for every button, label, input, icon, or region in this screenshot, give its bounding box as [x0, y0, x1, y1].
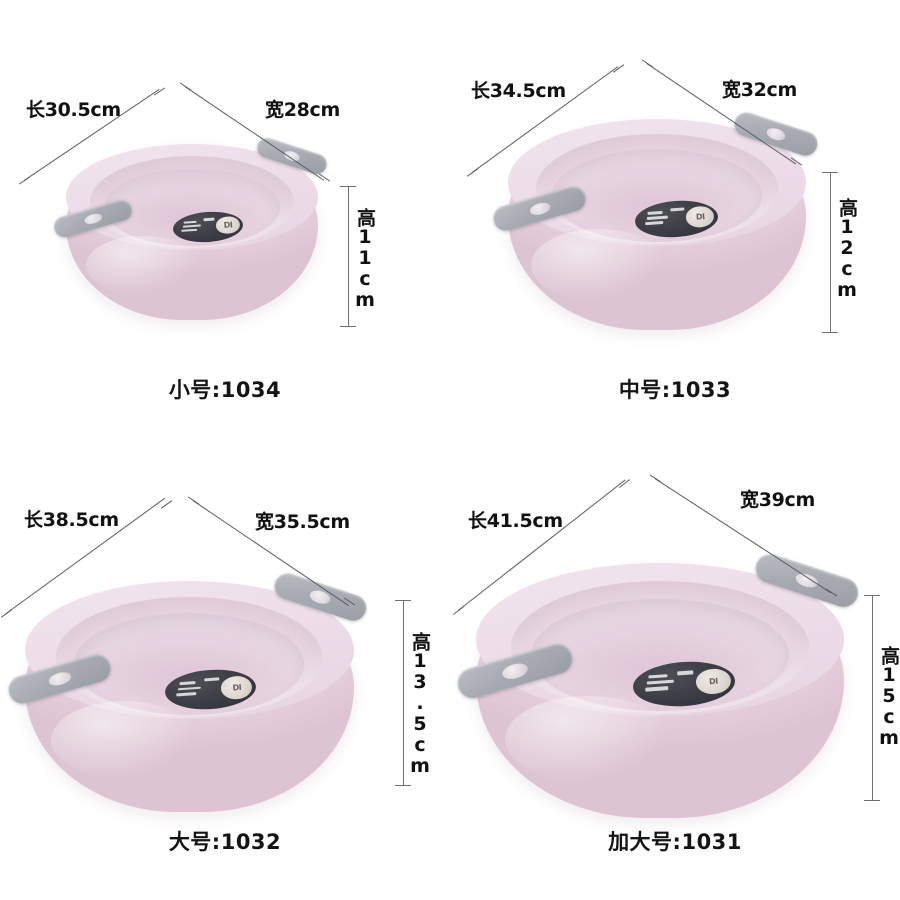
handle-dot-icon: [83, 211, 103, 226]
product-stage-small: DI 长30.5cm 宽28cm 高11cm 小号:1034: [0, 0, 450, 450]
dimension-label-width: 宽28cm: [265, 99, 341, 121]
handle-dot-icon: [500, 661, 530, 682]
dimension-cap: [453, 606, 464, 615]
dimension-cap: [822, 172, 838, 173]
dimension-cap: [0, 609, 13, 618]
sticker-badge: DI: [685, 205, 715, 229]
dimension-cap: [395, 600, 411, 601]
dimension-cap: [340, 186, 356, 187]
basin-image-large: DI: [0, 560, 381, 822]
dimension-line-height: [830, 172, 831, 332]
product-cell-extra-large: DI 长41.5cm 宽39cm 高15cm 加大号:1031: [442, 450, 900, 900]
product-caption-extra-large: 加大号:1031: [608, 830, 742, 854]
dimension-cap: [864, 800, 880, 801]
dimension-cap: [187, 496, 200, 505]
product-cell-large: DI 长38.5cm 宽35.5cm 高13.5cm 大号:1032: [0, 450, 450, 900]
dimension-cap: [160, 500, 173, 509]
product-caption-large: 大号:1032: [168, 830, 282, 854]
basin-image-extra-large: DI: [442, 540, 874, 830]
product-caption-medium: 中号:1033: [618, 378, 732, 402]
dimension-cap: [340, 326, 356, 327]
dimension-label-width: 宽32cm: [722, 79, 798, 101]
product-stage-large: DI 长38.5cm 宽35.5cm 高13.5cm 大号:1032: [0, 450, 450, 900]
handle-dot-icon: [765, 125, 787, 142]
dimension-label-height: 高15cm: [878, 646, 900, 748]
dimension-label-height: 高12cm: [836, 198, 858, 300]
dimension-label-height: 高11cm: [354, 208, 376, 310]
basin-image-small: DI: [43, 128, 339, 328]
product-stage-extra-large: DI 长41.5cm 宽39cm 高15cm 加大号:1031: [442, 450, 900, 900]
sticker-badge: DI: [220, 674, 253, 700]
dimension-cap: [18, 176, 31, 185]
dimension-cap: [395, 785, 411, 786]
dimension-label-width: 宽35.5cm: [255, 511, 350, 533]
product-caption-small: 小号:1034: [168, 378, 282, 402]
dimension-cap: [864, 595, 880, 596]
dimension-line-height: [348, 186, 349, 326]
product-cell-medium: DI 长34.5cm 宽32cm 高12cm 中号:1033: [450, 0, 900, 450]
handle-dot-icon: [793, 570, 821, 591]
dimension-label-height: 高13.5cm: [409, 632, 431, 776]
dimension-label-length: 长38.5cm: [24, 509, 119, 531]
dimension-cap: [179, 82, 192, 91]
dimension-line-height: [872, 595, 873, 800]
product-cell-small: DI 长30.5cm 宽28cm 高11cm 小号:1034: [0, 0, 450, 450]
handle-dot-icon: [46, 669, 73, 688]
product-stage-medium: DI 长34.5cm 宽32cm 高12cm 中号:1033: [450, 0, 900, 450]
dimension-line-height: [403, 600, 404, 785]
dimension-cap: [649, 474, 662, 483]
dimension-cap: [822, 332, 838, 333]
sticker-badge: DI: [215, 215, 241, 235]
dimension-label-width: 宽39cm: [740, 489, 816, 511]
dimension-label-length: 长30.5cm: [26, 99, 121, 121]
dimension-label-length: 长41.5cm: [468, 510, 563, 532]
handle-dot-icon: [527, 200, 551, 217]
dimension-label-length: 长34.5cm: [471, 80, 566, 102]
dimension-cap: [641, 59, 654, 68]
sticker-badge: DI: [694, 667, 732, 695]
basin-image-medium: DI: [480, 100, 831, 340]
dimension-cap: [466, 168, 479, 177]
